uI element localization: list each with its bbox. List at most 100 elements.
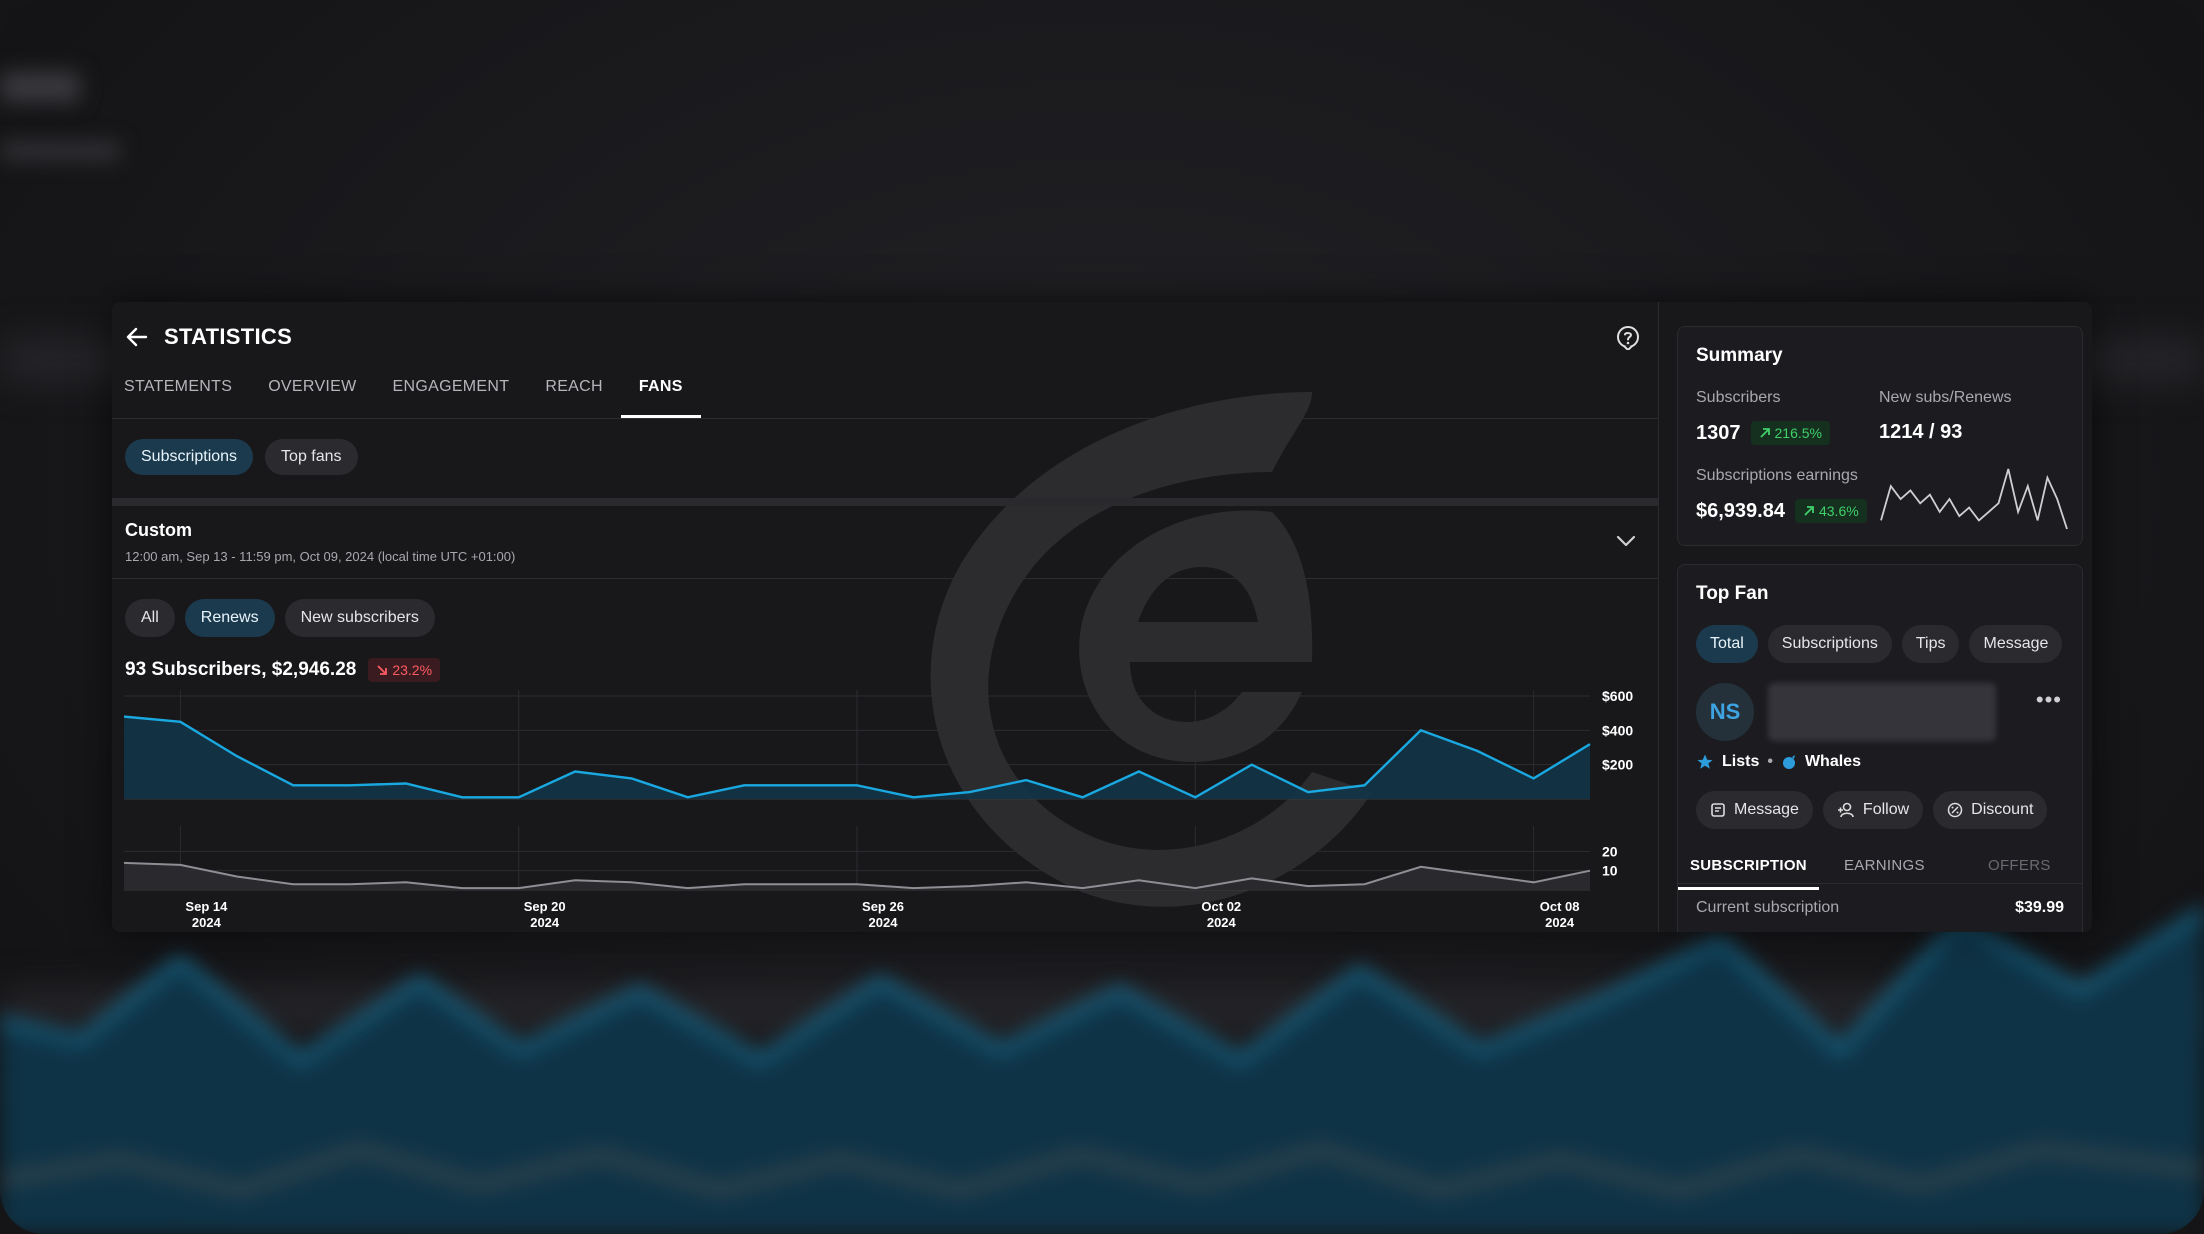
top-fan-title: Top Fan bbox=[1696, 583, 1769, 604]
fan-actions: Message Follow Discount bbox=[1696, 791, 2048, 829]
x-tick-label: Sep 14 bbox=[185, 899, 228, 914]
trend-up-icon bbox=[1804, 506, 1814, 516]
whales-label[interactable]: Whales bbox=[1804, 753, 1861, 770]
subtab-subscription[interactable]: SUBSCRIPTION bbox=[1678, 857, 1819, 890]
subtab-offers[interactable]: OFFERS bbox=[1988, 857, 2051, 874]
fan-tags: Lists • Whales bbox=[1696, 753, 1861, 771]
x-tick-label: Sep 20 bbox=[524, 899, 566, 914]
newsubs-value: 1214 / 93 bbox=[1879, 421, 1963, 443]
subscribers-change: 216.5% bbox=[1774, 425, 1822, 441]
y-tick-label: $400 bbox=[1602, 722, 1633, 738]
right-pane: Summary Subscribers 1307 216.5% New subs… bbox=[1658, 302, 2092, 932]
tab-fans[interactable]: FANS bbox=[620, 378, 701, 418]
stat-summary: 93 Subscribers, $2,946.28 23.2% bbox=[125, 658, 441, 682]
x-tick-year: 2024 bbox=[530, 915, 560, 930]
summary-card: Summary Subscribers 1307 216.5% New subs… bbox=[1677, 326, 2083, 546]
tab-bar: STATEMENTS OVERVIEW ENGAGEMENT REACH FAN… bbox=[124, 378, 719, 418]
more-options-icon[interactable]: ••• bbox=[2035, 687, 2062, 712]
tab-engagement[interactable]: ENGAGEMENT bbox=[392, 378, 510, 395]
newsubs-label: New subs/Renews bbox=[1879, 389, 2012, 406]
view-toggle: Subscriptions Top fans bbox=[125, 439, 358, 475]
current-subscription-value: $39.99 bbox=[2015, 899, 2064, 916]
x-tick-label: Oct 08 bbox=[1540, 899, 1580, 914]
message-button[interactable]: Message bbox=[1696, 791, 1813, 829]
x-tick-label: Sep 26 bbox=[862, 899, 904, 914]
filter-new-subscribers[interactable]: New subscribers bbox=[284, 599, 435, 637]
subscribers-change-badge: 216.5% bbox=[1750, 421, 1830, 445]
help-icon[interactable] bbox=[1616, 326, 1640, 350]
filter-all[interactable]: All bbox=[125, 599, 175, 637]
follow-button[interactable]: Follow bbox=[1822, 791, 1924, 829]
follow-icon bbox=[1837, 802, 1854, 818]
fan-pill-subscriptions[interactable]: Subscriptions bbox=[1767, 625, 1892, 663]
tab-reach[interactable]: REACH bbox=[545, 378, 603, 395]
follow-label: Follow bbox=[1862, 801, 1910, 818]
message-label: Message bbox=[1734, 801, 1799, 818]
y-tick-label: 10 bbox=[1602, 863, 1618, 879]
earnings-value: $6,939.84 bbox=[1696, 499, 1785, 522]
earnings-sparkline bbox=[1880, 468, 2068, 530]
date-range-title: Custom bbox=[125, 520, 192, 540]
fan-pill-message[interactable]: Message bbox=[1969, 625, 2063, 663]
left-pane: STATISTICS STATEMENTS OVERVIEW ENGAGEMEN… bbox=[112, 302, 1658, 932]
section-divider bbox=[112, 498, 1658, 506]
stat-text: 93 Subscribers, $2,946.28 bbox=[125, 659, 357, 680]
tab-statements[interactable]: STATEMENTS bbox=[124, 378, 233, 395]
blurred-title bbox=[0, 72, 80, 102]
fan-subtabs: SUBSCRIPTION EARNINGS OFFERS bbox=[1678, 847, 2082, 890]
avatar[interactable]: NS bbox=[1696, 683, 1754, 741]
series-count-line bbox=[123, 861, 1591, 890]
trend-up-icon bbox=[1759, 428, 1770, 438]
subtab-earnings[interactable]: EARNINGS bbox=[1844, 857, 1925, 874]
message-icon bbox=[1711, 803, 1725, 817]
date-range[interactable]: Custom 12:00 am, Sep 13 - 11:59 pm, Oct … bbox=[125, 520, 515, 564]
sparkline-path bbox=[1880, 468, 2068, 530]
filter-renews[interactable]: Renews bbox=[184, 599, 275, 637]
fan-pill-tips[interactable]: Tips bbox=[1901, 625, 1960, 663]
back-arrow-icon[interactable] bbox=[126, 326, 148, 348]
discount-label: Discount bbox=[1971, 801, 2034, 818]
stat-change-badge: 23.2% bbox=[368, 658, 441, 682]
earnings-change: 43.6% bbox=[1818, 503, 1859, 519]
series-area bbox=[124, 716, 1590, 799]
subscriptions-pill[interactable]: Subscriptions bbox=[125, 439, 254, 475]
chevron-down-icon[interactable] bbox=[1616, 534, 1636, 548]
current-subscription-label: Current subscription bbox=[1696, 899, 1840, 916]
subscriber-filter: All Renews New subscribers bbox=[125, 599, 435, 637]
earnings-label: Subscriptions earnings bbox=[1696, 467, 1858, 484]
tab-overview[interactable]: OVERVIEW bbox=[268, 378, 357, 395]
x-tick-year: 2024 bbox=[192, 915, 222, 930]
earnings-change-badge: 43.6% bbox=[1794, 499, 1867, 523]
header: STATISTICS bbox=[126, 324, 292, 350]
y-tick-label: $600 bbox=[1602, 688, 1633, 704]
top-fan-card: Top Fan Total Subscriptions Tips Message… bbox=[1677, 564, 2083, 932]
blurred-subtitle bbox=[0, 142, 120, 160]
blurred-background-chart bbox=[0, 907, 2204, 1234]
series-line bbox=[123, 715, 1591, 799]
whale-icon bbox=[1782, 755, 1795, 769]
fan-pill-total[interactable]: Total bbox=[1696, 625, 1758, 663]
x-tick-year: 2024 bbox=[1545, 915, 1575, 930]
range-divider bbox=[112, 578, 1658, 579]
date-range-detail: 12:00 am, Sep 13 - 11:59 pm, Oct 09, 202… bbox=[125, 549, 516, 564]
summary-title: Summary bbox=[1696, 345, 1783, 366]
y-tick-label: $200 bbox=[1602, 757, 1633, 773]
statistics-panel: STATISTICS STATEMENTS OVERVIEW ENGAGEMEN… bbox=[112, 302, 2092, 932]
lists-label[interactable]: Lists bbox=[1722, 753, 1760, 770]
subscribers-value: 1307 bbox=[1696, 421, 1741, 444]
discount-button[interactable]: Discount bbox=[1933, 791, 2048, 829]
star-icon bbox=[1697, 754, 1713, 769]
y-tick-label: 20 bbox=[1602, 843, 1618, 859]
x-tick-year: 2024 bbox=[869, 915, 899, 930]
tab-divider bbox=[112, 418, 1658, 419]
stat-change: 23.2% bbox=[392, 662, 433, 678]
page-title: STATISTICS bbox=[164, 324, 293, 349]
discount-icon bbox=[1947, 802, 1963, 818]
blurred-fan-name bbox=[1768, 683, 1996, 741]
x-tick-year: 2024 bbox=[1207, 915, 1237, 930]
top-fans-pill[interactable]: Top fans bbox=[265, 439, 358, 475]
x-tick-label: Oct 02 bbox=[1201, 899, 1241, 914]
trend-down-icon bbox=[377, 665, 388, 675]
tag-separator: • bbox=[1767, 753, 1773, 770]
